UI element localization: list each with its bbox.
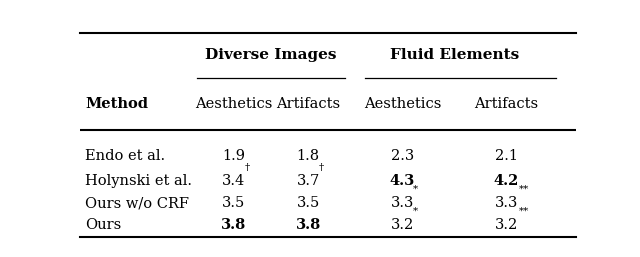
Text: Ours w/o CRF: Ours w/o CRF <box>85 196 189 210</box>
Text: Artifacts: Artifacts <box>276 97 340 111</box>
Text: Aesthetics: Aesthetics <box>364 97 441 111</box>
Text: Artifacts: Artifacts <box>474 97 539 111</box>
Text: 3.2: 3.2 <box>391 218 414 232</box>
Text: **: ** <box>519 206 529 215</box>
Text: 3.8: 3.8 <box>221 218 246 232</box>
Text: 3.5: 3.5 <box>222 196 245 210</box>
Text: 3.4: 3.4 <box>222 174 245 188</box>
Text: Endo et al.: Endo et al. <box>85 149 165 162</box>
Text: 2.1: 2.1 <box>495 149 518 162</box>
Text: *: * <box>413 185 419 194</box>
Text: 3.7: 3.7 <box>296 174 320 188</box>
Text: Method: Method <box>85 97 148 111</box>
Text: 3.8: 3.8 <box>296 218 321 232</box>
Text: †: † <box>244 163 250 172</box>
Text: 3.2: 3.2 <box>495 218 518 232</box>
Text: 1.8: 1.8 <box>296 149 320 162</box>
Text: **: ** <box>519 185 529 194</box>
Text: 4.2: 4.2 <box>494 174 519 188</box>
Text: Holynski et al.: Holynski et al. <box>85 174 192 188</box>
Text: 3.3: 3.3 <box>495 196 518 210</box>
Text: Ours: Ours <box>85 218 121 232</box>
Text: Aesthetics: Aesthetics <box>195 97 273 111</box>
Text: †: † <box>319 163 324 172</box>
Text: 3.3: 3.3 <box>390 196 414 210</box>
Text: 1.9: 1.9 <box>222 149 245 162</box>
Text: 3.5: 3.5 <box>296 196 320 210</box>
Text: Diverse Images: Diverse Images <box>205 48 337 62</box>
Text: Fluid Elements: Fluid Elements <box>390 48 519 62</box>
Text: *: * <box>413 206 419 215</box>
Text: 4.3: 4.3 <box>390 174 415 188</box>
Text: 2.3: 2.3 <box>391 149 414 162</box>
